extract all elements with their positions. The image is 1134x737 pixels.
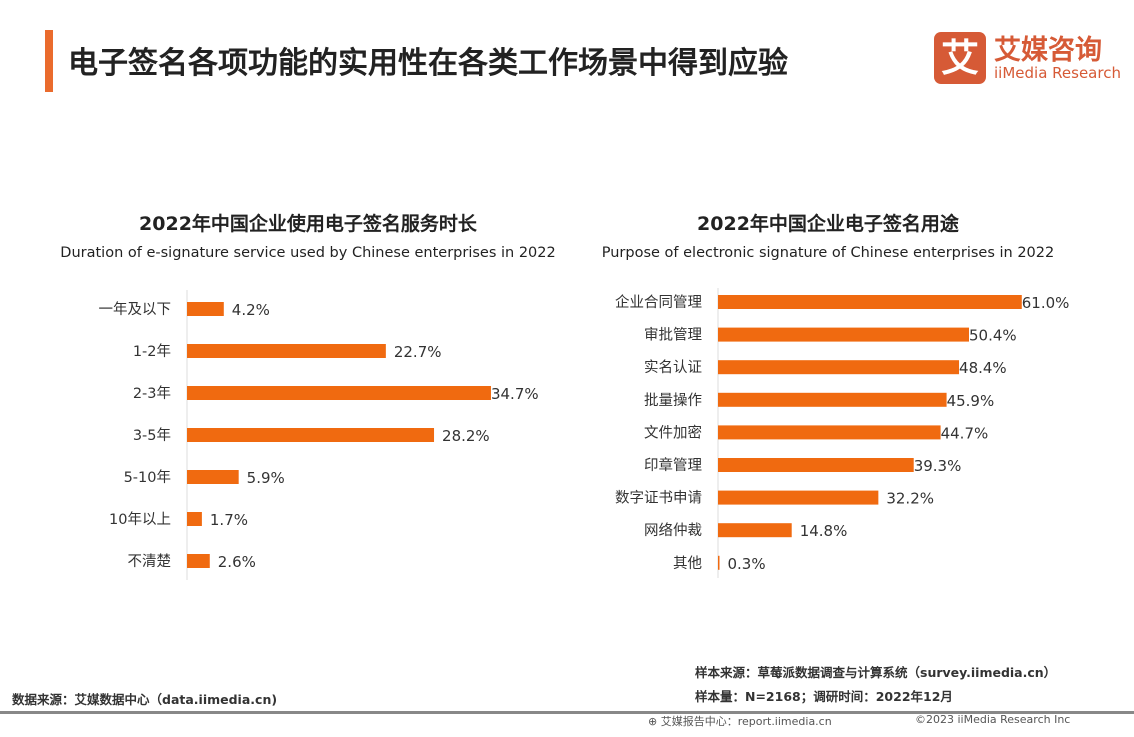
bar: [718, 360, 960, 375]
data-label: 2.6%: [218, 553, 256, 571]
title-accent-bar: [45, 30, 53, 92]
right-chart-subtitle: Purpose of electronic signature of Chine…: [601, 245, 1055, 261]
data-label: 4.2%: [232, 301, 270, 319]
bar: [718, 295, 1022, 309]
category-label: 1-2年: [133, 343, 171, 360]
category-label: 不清楚: [128, 553, 172, 570]
bar: [187, 554, 210, 568]
category-label: 实名认证: [644, 359, 702, 376]
category-label: 文件加密: [644, 424, 702, 441]
data-label: 45.9%: [947, 392, 995, 410]
left-chart-subtitle: Duration of e-signature service used by …: [60, 245, 556, 261]
data-label: 14.8%: [800, 522, 848, 540]
bar: [187, 470, 239, 484]
sample-source: 样本来源：草莓派数据调查与计算系统（survey.iimedia.cn）: [695, 665, 1057, 680]
data-label: 22.7%: [394, 343, 442, 361]
data-label: 48.4%: [959, 359, 1007, 377]
data-label: 34.7%: [491, 385, 539, 403]
category-label: 2-3年: [133, 385, 171, 402]
data-label: 1.7%: [210, 511, 248, 529]
category-label: 3-5年: [133, 427, 171, 444]
logo-mark: 艾: [934, 32, 986, 84]
data-label: 32.2%: [886, 490, 934, 508]
sample-size: 样本量：N=2168；调研时间：2022年12月: [695, 689, 953, 704]
footer-divider: [0, 711, 1134, 714]
copyright: ©2023 iiMedia Research Inc: [915, 713, 1071, 726]
bar: [718, 523, 792, 538]
data-source: 数据来源：艾媒数据中心（data.iimedia.cn): [12, 692, 278, 707]
data-label: 61.0%: [1022, 294, 1070, 312]
category-label: 印章管理: [644, 456, 702, 474]
globe-icon: ⊕: [648, 715, 658, 728]
page-title: 电子签名各项功能的实用性在各类工作场景中得到应验: [68, 46, 788, 81]
category-label: 一年及以下: [99, 301, 172, 318]
category-label: 数字证书申请: [615, 490, 702, 507]
bar: [187, 302, 224, 316]
bar: [718, 392, 947, 407]
category-label: 10年以上: [109, 511, 171, 528]
data-label: 0.3%: [728, 555, 766, 573]
category-label: 其他: [673, 555, 702, 572]
report-center: ⊕ 艾媒报告中心：report.iimedia.cn: [648, 713, 832, 729]
category-label: 批量操作: [644, 392, 702, 409]
logo-en: iiMedia Research: [994, 64, 1121, 82]
report-center-text: 艾媒报告中心：report.iimedia.cn: [660, 715, 832, 728]
bar: [187, 428, 435, 442]
bar: [718, 327, 969, 342]
left-chart-title: 2022年中国企业使用电子签名服务时长: [139, 213, 477, 235]
category-label: 5-10年: [124, 469, 171, 486]
category-label: 审批管理: [644, 327, 702, 344]
data-label: 5.9%: [247, 469, 285, 487]
data-label: 44.7%: [941, 424, 989, 442]
data-label: 39.3%: [914, 457, 962, 475]
right-chart-title: 2022年中国企业电子签名用途: [697, 213, 959, 235]
bar: [187, 344, 386, 358]
data-label: 28.2%: [442, 427, 490, 445]
logo-cn: 艾媒咨询: [994, 35, 1102, 66]
logo: 艾 艾媒咨询 iiMedia Research: [934, 32, 1121, 84]
bar: [187, 386, 491, 400]
data-label: 50.4%: [969, 327, 1017, 345]
category-label: 企业合同管理: [615, 293, 702, 311]
bar: [718, 425, 941, 440]
bar: [718, 555, 720, 570]
bar: [187, 512, 202, 526]
bar: [718, 458, 914, 472]
bar: [718, 490, 879, 505]
category-label: 网络仲裁: [644, 522, 702, 539]
